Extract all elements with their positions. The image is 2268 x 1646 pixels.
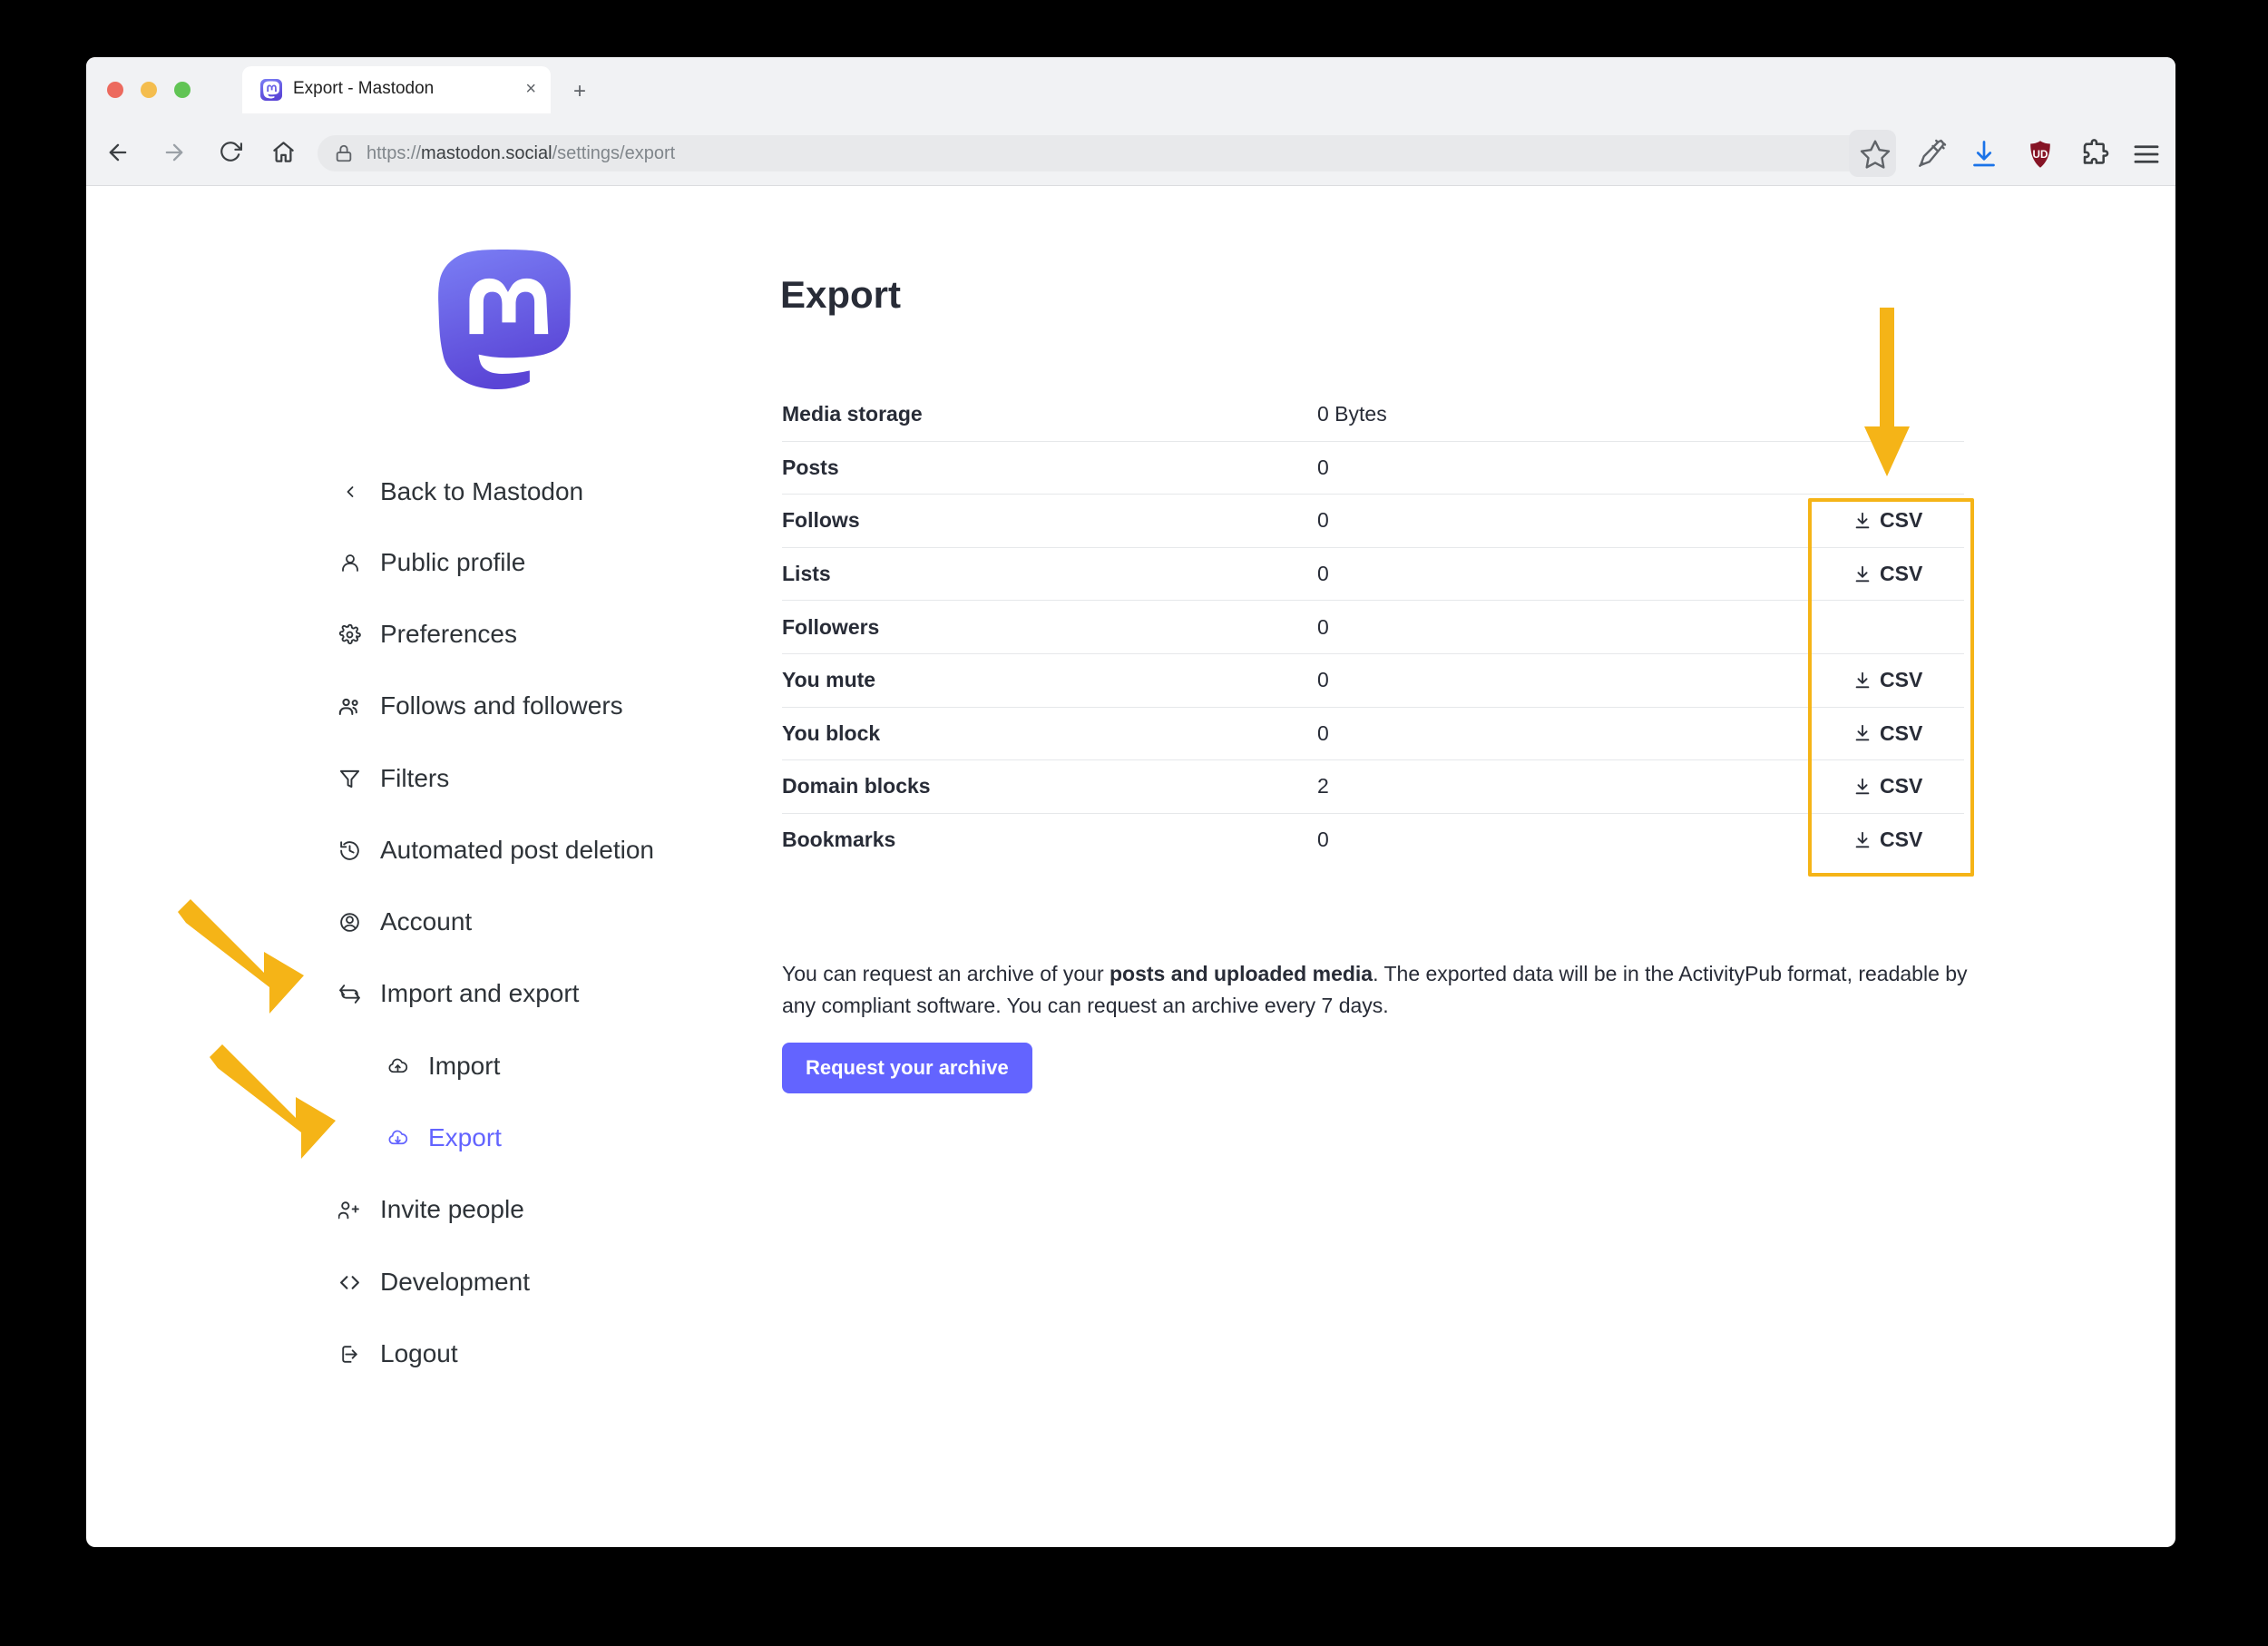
svg-text:UD: UD [2033, 149, 2048, 161]
